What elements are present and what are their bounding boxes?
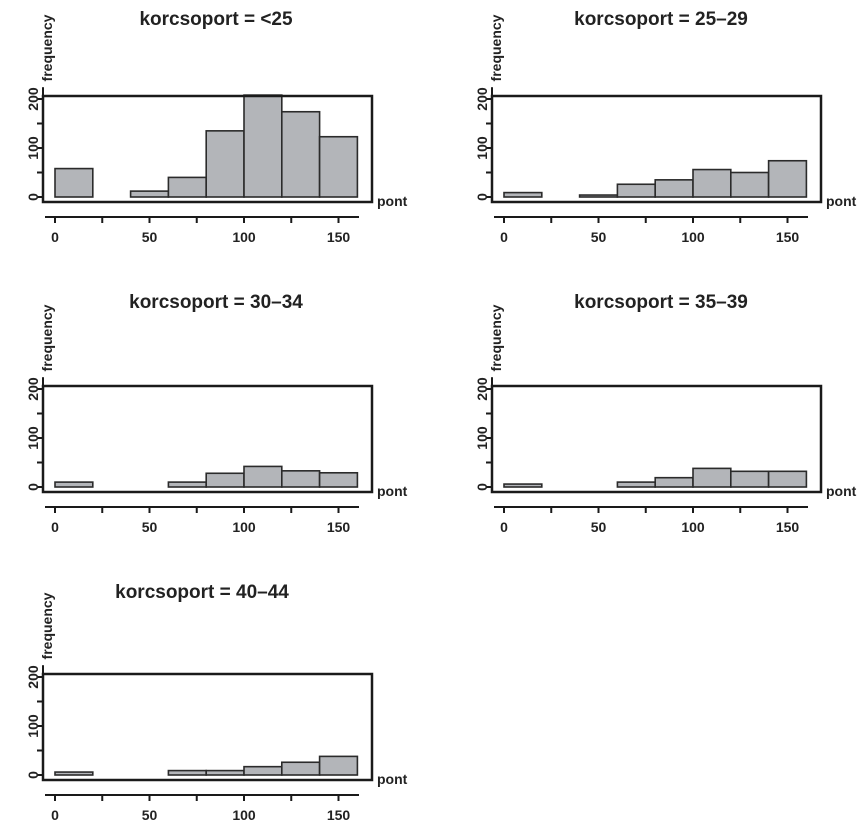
y-tick-label: 0 — [25, 771, 41, 779]
histogram-bar — [205, 472, 245, 488]
histogram-bar — [167, 769, 207, 776]
panel-title: korcsoport = 40–44 — [115, 582, 289, 603]
histogram-bar — [243, 94, 283, 198]
histogram-bar — [54, 167, 94, 198]
histogram-bar — [616, 183, 657, 198]
histogram-bar — [280, 761, 321, 776]
bars — [503, 467, 808, 488]
y-tick-label: 100 — [25, 136, 41, 160]
x-tick-label: 0 — [500, 229, 508, 245]
bars — [54, 94, 359, 198]
x-tick-label: 100 — [232, 229, 256, 245]
x-axis-label: pont — [377, 483, 408, 499]
x-axis-label: pont — [826, 483, 857, 499]
x-tick-label: 0 — [500, 519, 508, 535]
x-tick-label: 100 — [232, 807, 256, 822]
panel-3: korcsoport = 30–34 frequency pont 0 100 20… — [25, 292, 408, 535]
y-tick-label: 200 — [474, 87, 490, 111]
y-tick-label: 0 — [474, 483, 490, 491]
bars — [503, 159, 808, 198]
histogram-bar — [616, 481, 657, 488]
histogram-bar — [318, 135, 359, 198]
y-tick-label: 100 — [474, 426, 490, 450]
y-tick-label: 0 — [474, 193, 490, 201]
y-tick-label: 100 — [25, 426, 41, 450]
histogram-bar — [54, 481, 94, 488]
bars — [54, 755, 359, 776]
x-axis-label: pont — [377, 193, 408, 209]
x-tick-label: 50 — [591, 229, 607, 245]
panel-title: korcsoport = 25–29 — [574, 9, 748, 30]
axes: 0 100 200 0 50 100 150 — [25, 377, 374, 535]
panel-5: korcsoport = 40–44 frequency pont 0 100 20… — [25, 582, 408, 822]
histogram-bar — [729, 470, 770, 488]
x-tick-label: 150 — [327, 229, 351, 245]
y-tick-label: 100 — [25, 714, 41, 738]
y-tick-label: 100 — [474, 136, 490, 160]
x-tick-label: 0 — [51, 807, 59, 822]
histogram-bar — [54, 771, 94, 776]
panel-2: korcsoport = 25–29 frequency pont 0 100 20… — [474, 9, 857, 245]
histogram-bar — [692, 168, 732, 198]
axes: 0 100 200 0 50 100 150 — [25, 665, 374, 822]
x-axis-label: pont — [377, 771, 408, 787]
x-tick-label: 50 — [142, 229, 158, 245]
y-axis-label: frequency — [39, 592, 55, 659]
histogram-bar — [503, 191, 543, 198]
histogram-bar — [243, 765, 283, 776]
y-axis-label: frequency — [488, 14, 504, 81]
histogram-bar — [692, 467, 732, 488]
y-axis-label: frequency — [488, 304, 504, 371]
y-tick-label: 200 — [474, 377, 490, 401]
histogram-bar — [578, 194, 619, 198]
x-tick-label: 0 — [51, 229, 59, 245]
histogram-bar — [767, 470, 808, 488]
y-tick-label: 200 — [25, 377, 41, 401]
histogram-bar — [167, 481, 207, 488]
y-tick-label: 200 — [25, 665, 41, 689]
x-tick-label: 100 — [681, 229, 705, 245]
histogram-bar — [654, 476, 694, 488]
histogram-bar — [280, 110, 321, 198]
x-tick-label: 0 — [51, 519, 59, 535]
axes: 0 100 200 0 50 100 150 — [25, 87, 374, 245]
panel-title: korcsoport = 35–39 — [574, 292, 748, 313]
histogram-bar — [767, 159, 808, 198]
x-tick-label: 50 — [142, 519, 158, 535]
x-tick-label: 150 — [327, 807, 351, 822]
y-tick-label: 0 — [25, 483, 41, 491]
axes: 0 100 200 0 50 100 150 — [474, 377, 823, 535]
histogram-bar — [280, 470, 321, 488]
histogram-bar — [129, 190, 170, 198]
y-tick-label: 200 — [25, 87, 41, 111]
histogram-bar — [243, 465, 283, 488]
histogram-bar — [729, 171, 770, 198]
panel-4: korcsoport = 35–39 frequency pont 0 100 20… — [474, 292, 857, 535]
panel-1: korcsoport = <25 frequency pont 01002000… — [25, 9, 408, 245]
x-axis-label: pont — [826, 193, 857, 209]
x-tick-label: 50 — [591, 519, 607, 535]
panel-title: korcsoport = 30–34 — [129, 292, 303, 313]
histogram-bar — [318, 471, 359, 488]
x-tick-label: 100 — [232, 519, 256, 535]
histogram-bar — [205, 769, 245, 776]
histogram-bar — [503, 483, 543, 488]
axes: 0 100 200 0 50 100 150 — [474, 87, 823, 245]
histogram-bar — [205, 130, 245, 198]
histogram-bar — [167, 176, 207, 198]
x-tick-label: 150 — [327, 519, 351, 535]
y-axis-label: frequency — [39, 14, 55, 81]
bars — [54, 465, 359, 488]
y-tick-label: 0 — [25, 193, 41, 201]
histogram-bar — [654, 179, 694, 198]
histogram-bar — [318, 755, 359, 776]
x-tick-label: 100 — [681, 519, 705, 535]
x-tick-label: 50 — [142, 807, 158, 822]
y-axis-label: frequency — [39, 304, 55, 371]
x-tick-label: 150 — [776, 519, 800, 535]
panel-title: korcsoport = <25 — [139, 9, 293, 30]
x-tick-label: 150 — [776, 229, 800, 245]
